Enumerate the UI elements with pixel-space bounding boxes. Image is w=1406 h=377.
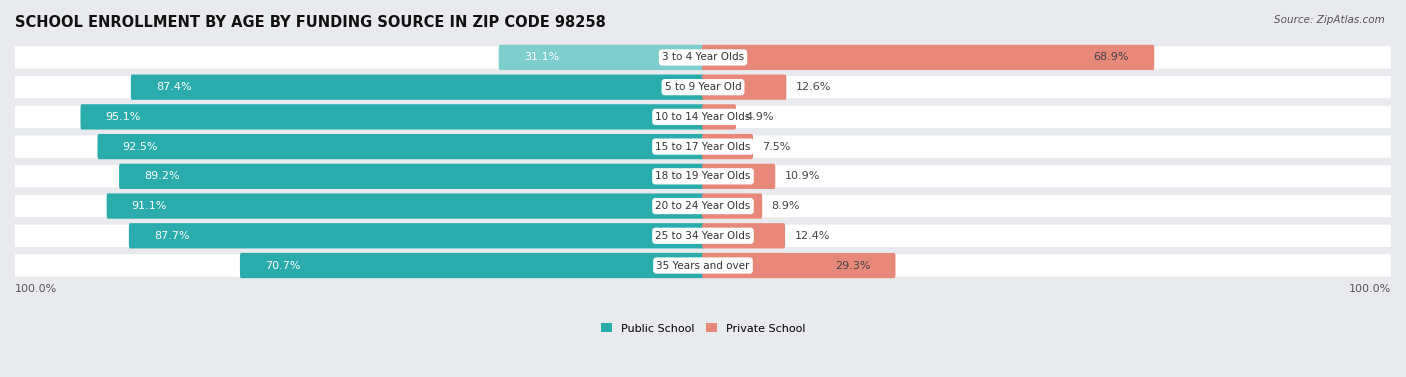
Text: 10 to 14 Year Olds: 10 to 14 Year Olds <box>655 112 751 122</box>
Text: 35 Years and over: 35 Years and over <box>657 261 749 271</box>
Text: 25 to 34 Year Olds: 25 to 34 Year Olds <box>655 231 751 241</box>
FancyBboxPatch shape <box>15 165 1391 187</box>
FancyBboxPatch shape <box>702 223 785 248</box>
FancyBboxPatch shape <box>107 193 704 219</box>
FancyBboxPatch shape <box>702 164 775 189</box>
Text: 4.9%: 4.9% <box>745 112 773 122</box>
Text: 100.0%: 100.0% <box>15 284 58 294</box>
FancyBboxPatch shape <box>240 253 704 278</box>
FancyBboxPatch shape <box>80 104 704 130</box>
Text: 29.3%: 29.3% <box>835 261 870 271</box>
Text: 31.1%: 31.1% <box>524 52 560 63</box>
Text: 100.0%: 100.0% <box>1348 284 1391 294</box>
Text: 20 to 24 Year Olds: 20 to 24 Year Olds <box>655 201 751 211</box>
Text: 12.4%: 12.4% <box>794 231 830 241</box>
FancyBboxPatch shape <box>702 104 737 130</box>
Text: 12.6%: 12.6% <box>796 82 831 92</box>
Text: Source: ZipAtlas.com: Source: ZipAtlas.com <box>1274 15 1385 25</box>
FancyBboxPatch shape <box>97 134 704 159</box>
Text: 3 to 4 Year Olds: 3 to 4 Year Olds <box>662 52 744 63</box>
Text: 18 to 19 Year Olds: 18 to 19 Year Olds <box>655 171 751 181</box>
FancyBboxPatch shape <box>120 164 704 189</box>
FancyBboxPatch shape <box>129 223 704 248</box>
FancyBboxPatch shape <box>702 193 762 219</box>
FancyBboxPatch shape <box>702 45 1154 70</box>
FancyBboxPatch shape <box>131 75 704 100</box>
FancyBboxPatch shape <box>702 253 896 278</box>
FancyBboxPatch shape <box>15 106 1391 128</box>
Text: 89.2%: 89.2% <box>145 171 180 181</box>
Text: 68.9%: 68.9% <box>1094 52 1129 63</box>
FancyBboxPatch shape <box>702 134 754 159</box>
Legend: Public School, Private School: Public School, Private School <box>600 323 806 334</box>
Text: 91.1%: 91.1% <box>132 201 167 211</box>
FancyBboxPatch shape <box>15 254 1391 277</box>
Text: 10.9%: 10.9% <box>785 171 820 181</box>
Text: 7.5%: 7.5% <box>762 142 790 152</box>
Text: 70.7%: 70.7% <box>266 261 301 271</box>
FancyBboxPatch shape <box>15 225 1391 247</box>
FancyBboxPatch shape <box>15 135 1391 158</box>
Text: 87.4%: 87.4% <box>156 82 191 92</box>
FancyBboxPatch shape <box>702 75 786 100</box>
FancyBboxPatch shape <box>15 195 1391 217</box>
Text: 5 to 9 Year Old: 5 to 9 Year Old <box>665 82 741 92</box>
Text: 15 to 17 Year Olds: 15 to 17 Year Olds <box>655 142 751 152</box>
Text: 92.5%: 92.5% <box>122 142 157 152</box>
Text: 8.9%: 8.9% <box>772 201 800 211</box>
FancyBboxPatch shape <box>499 45 704 70</box>
FancyBboxPatch shape <box>15 46 1391 69</box>
Text: SCHOOL ENROLLMENT BY AGE BY FUNDING SOURCE IN ZIP CODE 98258: SCHOOL ENROLLMENT BY AGE BY FUNDING SOUR… <box>15 15 606 30</box>
FancyBboxPatch shape <box>15 76 1391 98</box>
Text: 95.1%: 95.1% <box>105 112 141 122</box>
Text: 87.7%: 87.7% <box>155 231 190 241</box>
